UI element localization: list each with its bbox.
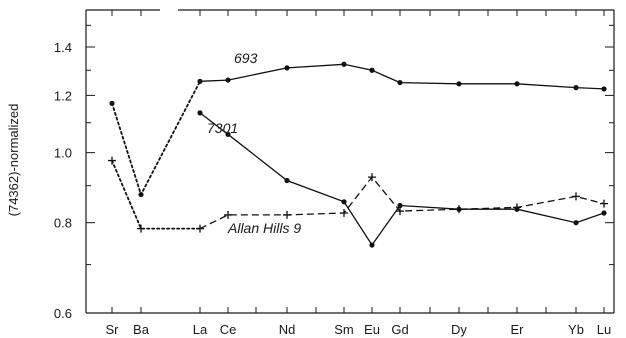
x-tick-label: Sm [334, 322, 354, 337]
y-tick-label: 1.4 [54, 40, 72, 55]
data-point-dot [197, 78, 203, 84]
data-point-dot [341, 199, 347, 205]
x-tick-label: Nd [279, 322, 296, 337]
data-point-plus [600, 199, 608, 208]
x-tick-label: Ba [133, 322, 150, 337]
data-point-dot [138, 191, 144, 198]
series-line-0 [199, 63, 605, 90]
series-line-2 [199, 176, 605, 230]
data-point-plus [137, 224, 145, 233]
x-tick-label: Sr [106, 322, 120, 337]
series-line-1 [199, 112, 605, 247]
y-tick-label: 1.0 [54, 146, 72, 161]
data-point-dot [601, 86, 607, 92]
series-label: 7301 [207, 120, 238, 136]
data-point-plus [340, 209, 348, 218]
data-point-plus [224, 210, 232, 219]
series-line-2 [111, 159, 201, 230]
y-tick-label: 1.2 [54, 88, 72, 103]
data-point-dot [514, 81, 520, 87]
data-point-dot [573, 85, 579, 91]
data-point-plus [196, 224, 204, 233]
data-point-dot [225, 131, 231, 137]
data-point-dot [397, 202, 403, 209]
x-tick-label: Eu [364, 322, 380, 337]
data-point-plus [396, 207, 404, 216]
x-tick-label: Lu [597, 322, 611, 337]
data-point-plus [283, 210, 291, 219]
chart-text: (74362)-normalized 0.6 0.8 1.0 1.2 1.4 Sr Ba La… [6, 40, 611, 337]
axes [85, 9, 615, 314]
y-tick-label: 0.6 [54, 306, 72, 321]
data-point-dot [225, 77, 231, 83]
data-point-dot [109, 100, 115, 106]
series-label: 693 [234, 50, 258, 66]
y-tick-label: 0.8 [54, 216, 72, 231]
data-point-dot [284, 177, 290, 184]
data-point-plus [108, 156, 116, 165]
y-axis-label: (74362)-normalized [6, 104, 21, 217]
x-tick-label: Dy [451, 322, 467, 337]
data-point-dot [456, 81, 462, 87]
data-point-dot [369, 67, 375, 73]
x-tick-label: Gd [391, 322, 408, 337]
data-point-dot [397, 79, 403, 86]
data-point-plus [368, 173, 376, 182]
data-point-plus [572, 192, 580, 201]
data-point-plus [513, 203, 521, 212]
data-point-dot [573, 220, 579, 226]
data-point-dot [284, 65, 290, 71]
data-point-dot [369, 242, 375, 248]
x-tick-label: Yb [568, 322, 584, 337]
data-point-dot [601, 210, 607, 216]
data-markers [108, 61, 608, 248]
x-tick-label: Er [511, 322, 525, 337]
x-tick-label: Ce [220, 322, 237, 337]
x-tick-label: La [193, 322, 208, 337]
data-point-dot [341, 61, 347, 67]
series-label: Allan Hills 9 [227, 220, 301, 236]
data-point-plus [455, 205, 463, 214]
data-point-dot [197, 110, 203, 116]
series-lines [111, 63, 605, 247]
series-line-0 [111, 80, 201, 197]
